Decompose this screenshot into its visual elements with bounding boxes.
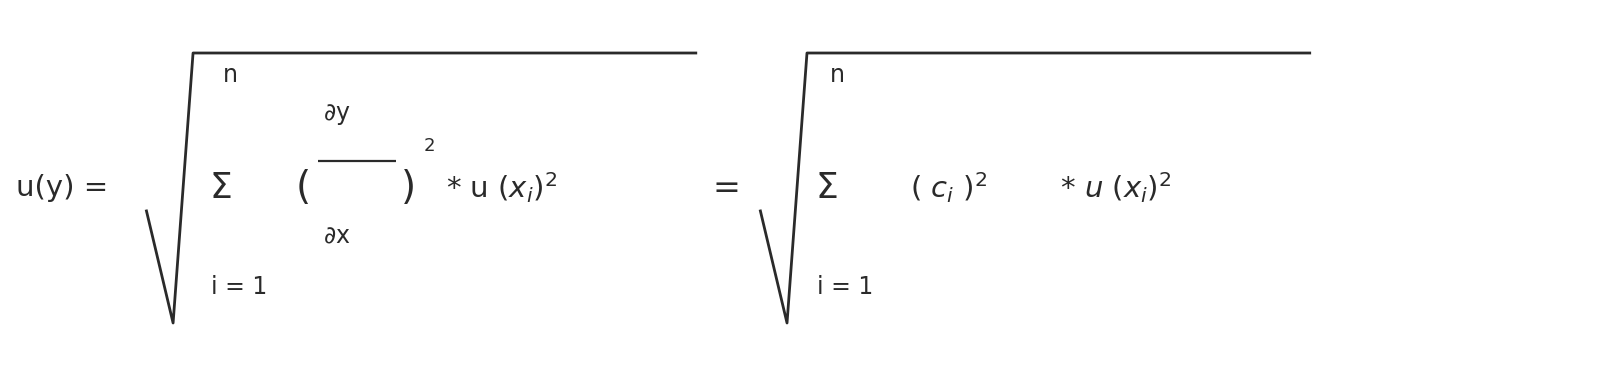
Text: i = 1: i = 1 bbox=[818, 275, 874, 299]
Text: n: n bbox=[830, 63, 845, 87]
Text: * u $(x_i)^2$: * u $(x_i)^2$ bbox=[446, 171, 557, 205]
Text: $\Sigma$: $\Sigma$ bbox=[814, 171, 837, 205]
Text: ): ) bbox=[400, 169, 416, 207]
Text: $\partial$y: $\partial$y bbox=[323, 102, 350, 127]
Text: i = 1: i = 1 bbox=[211, 275, 267, 299]
Text: $\Sigma$: $\Sigma$ bbox=[210, 171, 232, 205]
Text: $\partial$x: $\partial$x bbox=[323, 224, 350, 248]
Text: u(y) =: u(y) = bbox=[16, 174, 109, 202]
Text: $* \ u \ (x_i)^2$: $* \ u \ (x_i)^2$ bbox=[1059, 171, 1171, 205]
Text: n: n bbox=[222, 63, 238, 87]
Text: =: = bbox=[712, 171, 741, 205]
Text: $( \ c_i \ )^2$: $( \ c_i \ )^2$ bbox=[910, 171, 987, 205]
Text: 2: 2 bbox=[424, 137, 435, 155]
Text: (: ( bbox=[296, 169, 310, 207]
